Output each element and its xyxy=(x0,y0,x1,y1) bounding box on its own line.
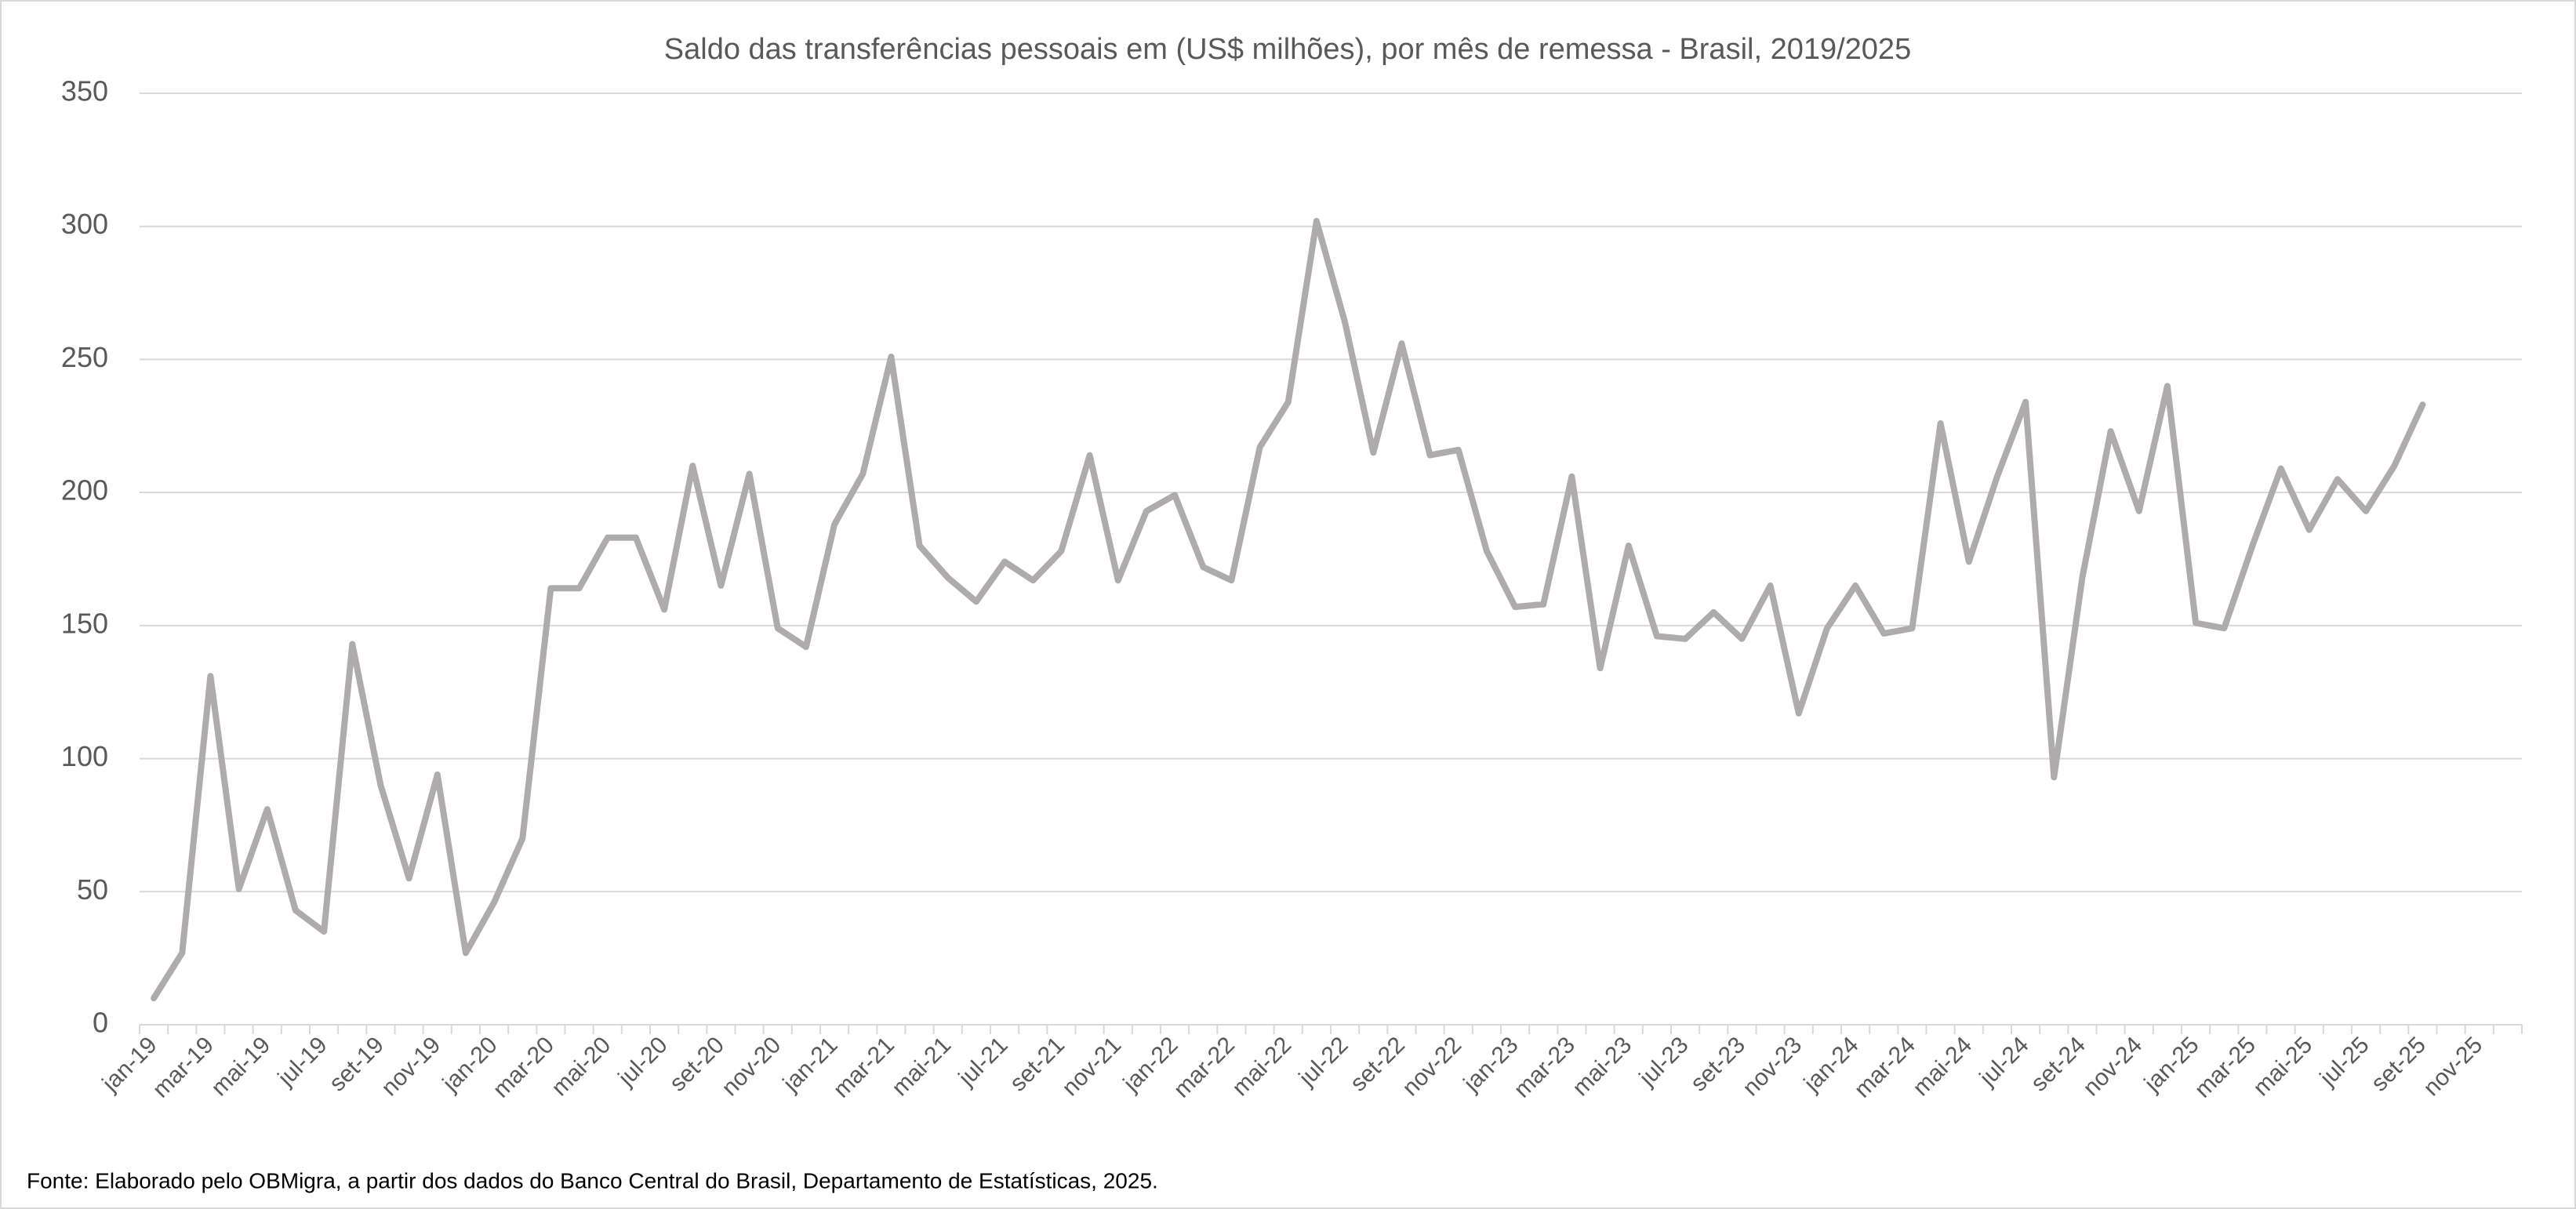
y-tick-label: 150 xyxy=(61,607,108,639)
y-tick-label: 300 xyxy=(61,208,108,240)
data-line xyxy=(151,217,2426,1002)
y-tick-label: 250 xyxy=(61,341,108,373)
source-note: Fonte: Elaborado pelo OBMigra, a partir … xyxy=(27,1168,1158,1193)
y-tick-label: 200 xyxy=(61,474,108,506)
y-tick-label: 350 xyxy=(61,75,108,107)
chart-title: Saldo das transferências pessoais em (US… xyxy=(664,33,1911,66)
y-tick-label: 50 xyxy=(77,873,108,906)
y-tick-label: 100 xyxy=(61,740,108,772)
y-tick-label: 0 xyxy=(93,1007,108,1039)
